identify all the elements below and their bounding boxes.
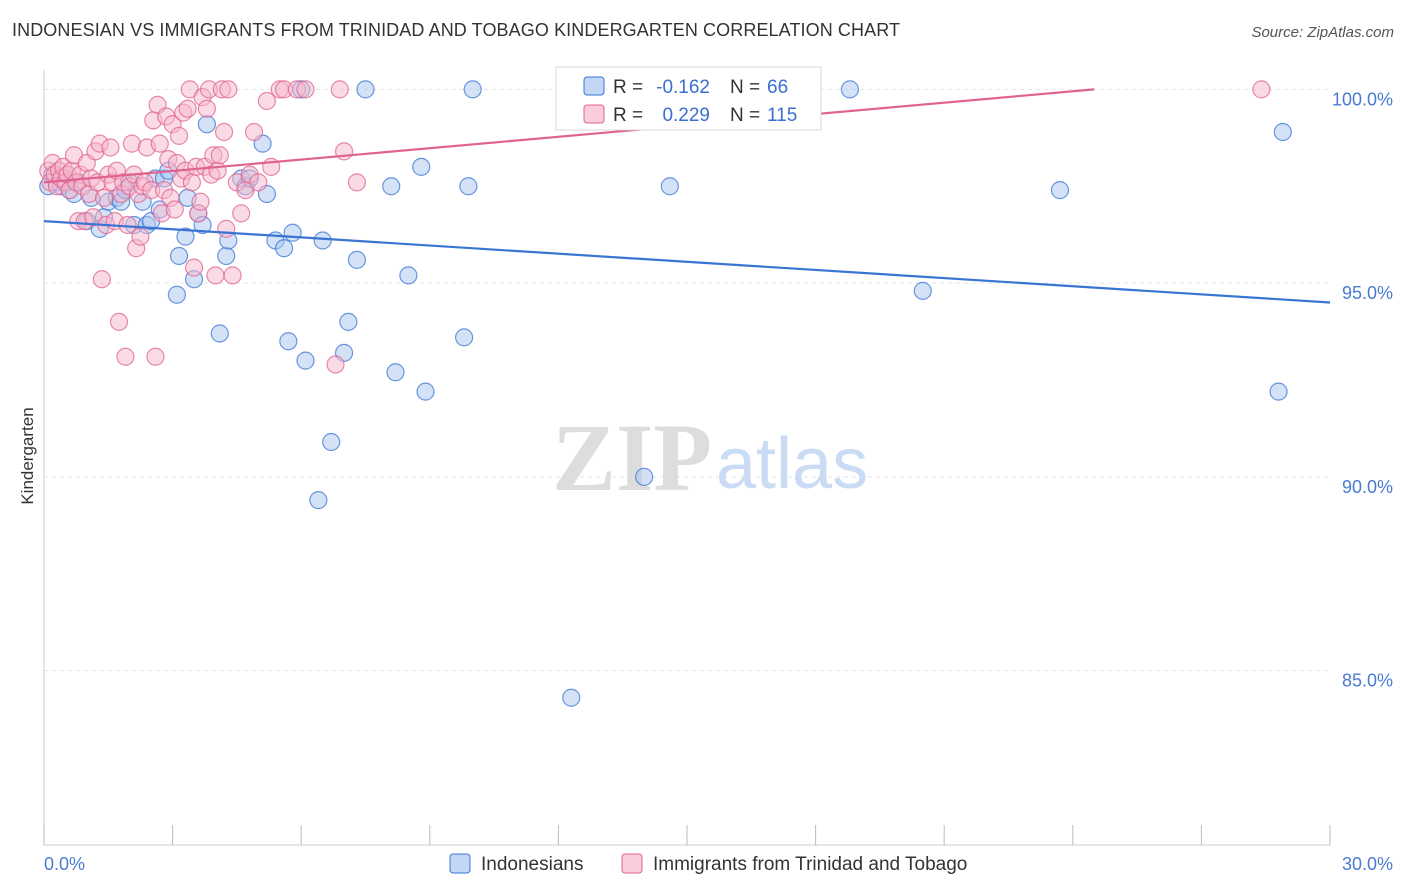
trinidad-tobago-point xyxy=(191,192,210,211)
legend-n-label: N = xyxy=(730,77,760,98)
trinidad-tobago-point xyxy=(197,99,216,118)
trinidad-tobago-point xyxy=(92,270,111,289)
indonesians-point xyxy=(217,246,236,266)
indonesians-point xyxy=(313,231,332,250)
trend-lines xyxy=(43,88,1331,304)
trinidad-tobago-trend-line xyxy=(43,88,1095,184)
indonesians-point xyxy=(169,246,189,266)
watermark: ZIP atlas xyxy=(552,404,868,511)
legend-r-value: 0.229 xyxy=(662,105,710,126)
bottom-legend-label-trinidad-tobago: Immigrants from Trinidad and Tobago xyxy=(653,854,967,875)
points xyxy=(39,80,1292,707)
indonesians-point xyxy=(399,266,418,285)
legend: R = -0.162 N = 66 R = 0.229 N = 115 xyxy=(555,66,822,131)
indonesians-point xyxy=(635,467,654,486)
bottom-legend-swatch-indonesians xyxy=(449,853,471,874)
x-tick-label: 0.0% xyxy=(44,854,85,874)
bottom-legend-swatch-trinidad-tobago xyxy=(621,853,643,874)
chart-source: Source: ZipAtlas.com xyxy=(1251,24,1394,41)
trinidad-tobago-point xyxy=(178,99,197,118)
axes: 100.0% 95.0% 90.0% 85.0% 0.0% 30.0% xyxy=(43,70,1393,874)
trinidad-tobago-point xyxy=(296,80,315,99)
legend-r-label: R = xyxy=(613,77,643,98)
bottom-legend: Indonesians Immigrants from Trinidad and … xyxy=(449,853,967,875)
trinidad-tobago-point xyxy=(257,91,277,111)
legend-n-value: 66 xyxy=(767,77,788,98)
trinidad-tobago-point xyxy=(184,258,204,277)
trinidad-tobago-point xyxy=(214,122,234,142)
legend-swatch-indonesians xyxy=(583,76,605,96)
indonesians-point xyxy=(454,328,474,347)
indonesians-point xyxy=(1269,382,1288,401)
y-tick-label: 85.0% xyxy=(1342,671,1393,691)
indonesians-point xyxy=(309,491,328,510)
bottom-legend-label-indonesians: Indonesians xyxy=(481,854,583,875)
trinidad-tobago-point xyxy=(146,347,165,366)
legend-swatch-trinidad-tobago xyxy=(583,104,605,124)
trinidad-tobago-point xyxy=(219,80,238,99)
indonesians-trend-line xyxy=(43,220,1331,304)
chart-title: INDONESIAN VS IMMIGRANTS FROM TRINIDAD A… xyxy=(12,20,901,40)
indonesians-point xyxy=(382,177,401,196)
y-tick-label: 100.0% xyxy=(1332,89,1393,109)
x-tick-label: 30.0% xyxy=(1342,854,1393,874)
trinidad-tobago-point xyxy=(232,204,251,223)
trinidad-tobago-point xyxy=(210,146,229,165)
trinidad-tobago-point xyxy=(109,312,129,331)
legend-n-value: 115 xyxy=(767,105,797,126)
y-tick-label: 95.0% xyxy=(1342,283,1393,303)
trinidad-tobago-point xyxy=(249,173,268,192)
trinidad-tobago-point xyxy=(330,80,349,99)
indonesians-point xyxy=(459,177,478,196)
trinidad-tobago-point xyxy=(244,122,264,142)
trinidad-tobago-point xyxy=(169,126,189,145)
indonesians-point xyxy=(283,223,302,242)
indonesians-point xyxy=(416,382,435,401)
trinidad-tobago-point xyxy=(206,266,225,285)
indonesians-point xyxy=(279,332,298,351)
indonesians-point xyxy=(356,80,375,99)
trinidad-tobago-point xyxy=(165,200,184,219)
trinidad-tobago-point xyxy=(131,227,150,246)
trinidad-tobago-point xyxy=(326,355,345,374)
indonesians-point xyxy=(386,363,405,382)
trinidad-tobago-point xyxy=(217,219,236,238)
trinidad-tobago-point xyxy=(150,134,169,153)
trinidad-tobago-point xyxy=(94,188,114,207)
legend-r-value: -0.162 xyxy=(656,77,710,98)
indonesians-point xyxy=(339,312,358,331)
watermark-zip: ZIP xyxy=(552,404,712,511)
indonesians-point xyxy=(210,324,229,343)
indonesians-point xyxy=(274,239,294,258)
indonesians-point xyxy=(167,285,186,304)
trinidad-tobago-point xyxy=(122,134,141,153)
indonesians-point xyxy=(412,157,431,176)
y-axis-label: Kindergarten xyxy=(18,407,37,504)
indonesians-point xyxy=(322,432,341,452)
trinidad-tobago-point xyxy=(208,161,227,180)
trinidad-tobago-point xyxy=(101,138,120,157)
indonesians-point xyxy=(347,250,367,269)
indonesians-point xyxy=(660,177,679,196)
indonesians-point xyxy=(296,351,315,370)
indonesians-point xyxy=(463,80,482,99)
legend-n-label: N = xyxy=(730,105,760,126)
trinidad-tobago-point xyxy=(223,266,242,285)
indonesians-point xyxy=(562,688,581,707)
trinidad-tobago-point xyxy=(182,173,201,192)
indonesians-point xyxy=(840,80,859,99)
y-tick-label: 90.0% xyxy=(1342,477,1393,497)
indonesians-point xyxy=(197,115,216,134)
trinidad-tobago-point xyxy=(116,347,135,366)
trinidad-tobago-point xyxy=(347,173,367,192)
indonesians-point xyxy=(176,227,195,246)
trinidad-tobago-point xyxy=(1252,80,1271,99)
watermark-atlas: atlas xyxy=(716,424,868,504)
indonesians-point xyxy=(1273,122,1292,142)
indonesians-point xyxy=(1050,181,1070,200)
legend-r-label: R = xyxy=(613,105,643,126)
indonesians-point xyxy=(913,281,932,300)
